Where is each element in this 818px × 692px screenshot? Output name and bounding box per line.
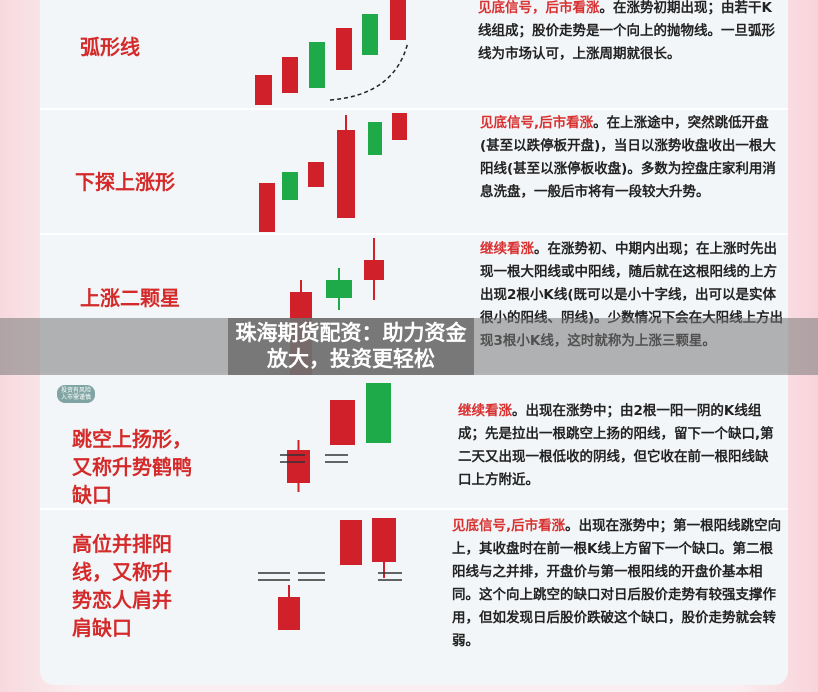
candlestick [259, 183, 275, 232]
pattern-description: 见底信号,后市看涨。出现在涨势中；第一根阳线跳空向上，其收盘时在前一根K线上方留… [452, 518, 782, 649]
overlay-banner: 珠海期货配资：助力资金放大，投资更轻松 [228, 318, 474, 375]
candlestick [255, 75, 272, 105]
pattern-description: 见底信号，后市看涨。在涨势初期出现；由若干K线组成；股价走势是一个向上的抛物线。… [478, 0, 775, 62]
candlestick [340, 520, 362, 565]
candlestick [326, 280, 352, 298]
candlestick [368, 122, 382, 155]
candlestick [364, 260, 384, 280]
pattern-title: 下探上涨形 [75, 170, 175, 194]
candlestick [308, 162, 324, 187]
candlestick [278, 597, 300, 630]
risk-badge: 投资有风险 入市需谨慎 [57, 385, 96, 403]
pattern-title: 弧形线 [80, 35, 140, 59]
candlestick [309, 42, 325, 88]
candlestick [287, 450, 310, 483]
candlestick [392, 113, 407, 140]
candlestick [282, 172, 298, 200]
candlestick [390, 0, 406, 40]
candlestick [337, 130, 355, 218]
candlestick [366, 383, 391, 443]
candlestick [282, 57, 298, 93]
pattern-description: 见底信号,后市看涨。在上涨途中，突然跳低开盘(甚至以跌停板开盘)，当日以涨势收盘… [480, 115, 776, 200]
candlestick [330, 400, 355, 445]
pattern-row [40, 375, 788, 510]
pattern-row [40, 110, 788, 235]
candlestick [372, 518, 396, 562]
pattern-description: 继续看涨。出现在涨势中；由2根一阳一阴的K线组成；先是拉出一根跳空上扬的阳线，留… [458, 403, 774, 488]
pattern-title: 高位并排阳线，又称升势恋人肩并肩缺口 [72, 532, 172, 640]
candlestick [362, 14, 378, 55]
candlestick [336, 28, 352, 70]
arc-line [329, 41, 409, 101]
pattern-title: 上涨二颗星 [80, 286, 180, 310]
pattern-row [40, 0, 788, 110]
pattern-title: 跳空上扬形，又称升势鹤鸭缺口 [72, 427, 192, 507]
